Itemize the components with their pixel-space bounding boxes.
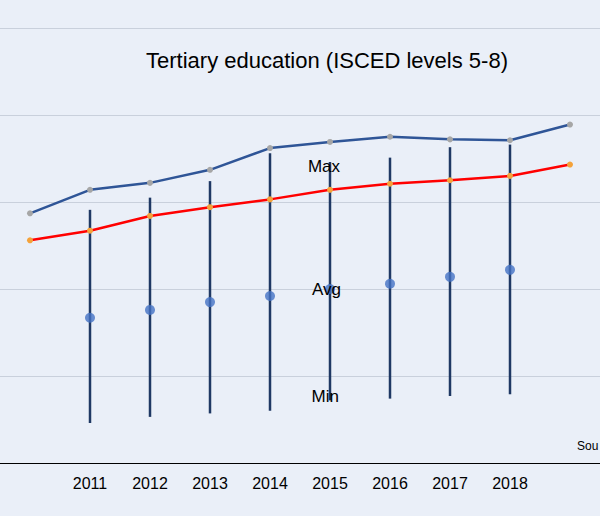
svg-text:2014: 2014: [252, 475, 288, 492]
svg-text:2012: 2012: [132, 475, 168, 492]
svg-text:Min: Min: [312, 387, 339, 406]
svg-text:2018: 2018: [492, 475, 528, 492]
svg-text:2011: 2011: [73, 475, 108, 492]
svg-text:Tertiary education (ISCED leve: Tertiary education (ISCED levels 5-8): [146, 48, 508, 73]
svg-text:Avg: Avg: [312, 280, 341, 299]
svg-text:2017: 2017: [432, 475, 468, 492]
svg-text:2016: 2016: [372, 475, 408, 492]
svg-text:Sou: Sou: [577, 439, 598, 453]
svg-text:Max: Max: [308, 157, 341, 176]
svg-text:2015: 2015: [312, 475, 348, 492]
svg-text:2013: 2013: [192, 475, 228, 492]
